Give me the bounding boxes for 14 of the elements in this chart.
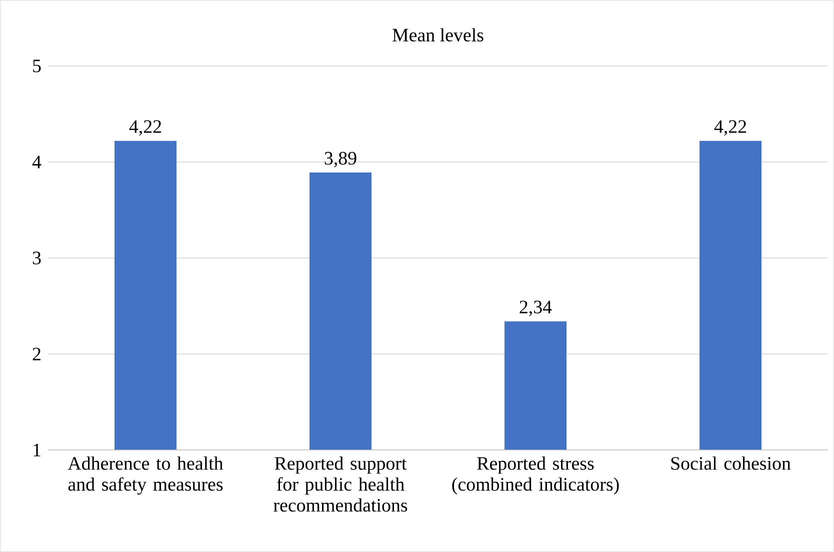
data-label: 4,22 (129, 120, 162, 136)
x-tick-label: Social cohesion (671, 456, 791, 470)
y-tick-label: 5 (33, 60, 41, 72)
y-tick-label: 3 (32, 252, 41, 264)
x-tick-label: Reported support for public health recommendations (274, 456, 408, 512)
data-label: 3,89 (324, 152, 356, 168)
x-tick-label: Reported stress (combined indicators) (452, 456, 619, 495)
x-tick-label: Adherence to health and safety measures (68, 456, 224, 495)
y-tick-label: 2 (32, 348, 40, 360)
y-tick-label: 1 (34, 444, 40, 456)
y-tick-label: 4 (32, 156, 42, 168)
chart-title: Mean levels (392, 28, 484, 42)
data-label: 4,22 (714, 120, 746, 136)
data-label: 2,34 (520, 300, 552, 316)
